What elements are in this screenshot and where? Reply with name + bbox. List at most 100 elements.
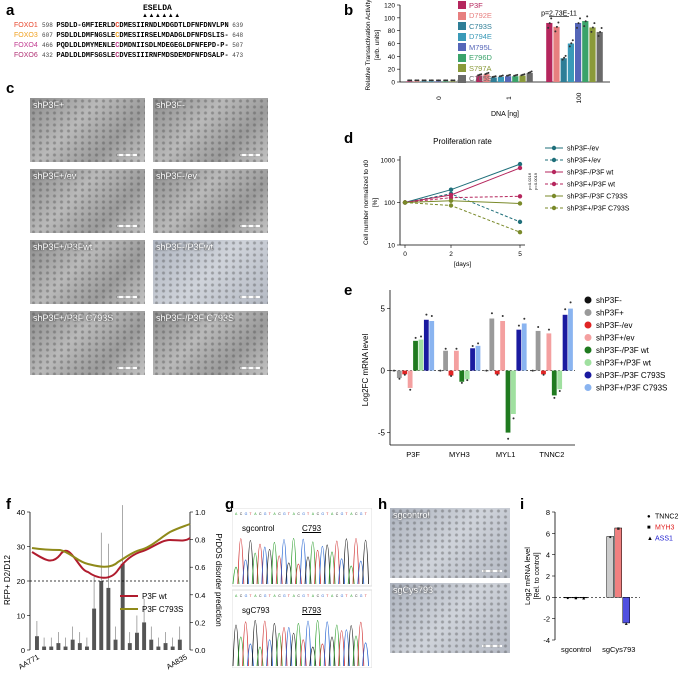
e-xtick-label: P3F bbox=[406, 450, 420, 459]
e-ytick-label: -5 bbox=[378, 429, 386, 438]
chromatogram-base: C bbox=[278, 594, 281, 598]
i-marker: ▲ bbox=[624, 621, 629, 627]
i-bar bbox=[614, 527, 622, 598]
d-legend-marker bbox=[551, 193, 557, 199]
e-legend-label: shP3F- bbox=[596, 296, 622, 305]
b-dot bbox=[516, 73, 519, 76]
f-ytick-label: 40 bbox=[17, 508, 25, 517]
e-legend-label: shP3F+/P3F C793S bbox=[596, 384, 667, 393]
chromatogram-base: G bbox=[321, 594, 324, 598]
e-bar bbox=[494, 370, 500, 375]
d-series-line bbox=[404, 202, 521, 233]
e-xtick-label: MYL1 bbox=[496, 450, 516, 459]
e-bar bbox=[448, 370, 454, 376]
b-dot bbox=[436, 79, 438, 82]
d-point bbox=[517, 219, 523, 225]
e-bar bbox=[464, 370, 470, 380]
panel-label-g: g bbox=[225, 496, 235, 513]
f-ylabel2: PrDOS disorder prediction bbox=[214, 533, 223, 626]
i-legend-marker: ▲ bbox=[647, 536, 653, 542]
d-ylabel2: [%] bbox=[372, 198, 379, 208]
chromatogram-base: G bbox=[321, 512, 324, 516]
b-legend-label: P3F bbox=[469, 0, 483, 10]
i-ytick-label: 0 bbox=[546, 593, 550, 602]
chromatogram-base: C bbox=[336, 512, 339, 516]
b-legend-label: M795L bbox=[469, 42, 492, 52]
chromatogram-base: C bbox=[297, 594, 300, 598]
e-legend-marker bbox=[584, 321, 592, 329]
b-dot bbox=[408, 79, 411, 82]
micrograph-6: shP3F-/P3Fwt bbox=[153, 240, 268, 304]
b-bar bbox=[582, 21, 589, 83]
b-ytick-label: 120 bbox=[384, 3, 395, 10]
e-dot bbox=[553, 396, 556, 399]
e-dot bbox=[425, 313, 428, 316]
i-bar bbox=[622, 597, 630, 624]
b-bar bbox=[526, 73, 533, 82]
b-bar bbox=[575, 22, 582, 82]
b-ytick-label: 100 bbox=[384, 15, 395, 22]
alignment-gene-name: FOXO3 bbox=[14, 32, 38, 39]
d-point bbox=[517, 161, 523, 167]
d-legend-marker bbox=[551, 181, 557, 187]
scale-bar bbox=[117, 154, 137, 156]
chromatogram-base: A bbox=[235, 594, 238, 598]
f-bar bbox=[63, 646, 68, 650]
e-dot bbox=[450, 375, 453, 378]
f-bar bbox=[56, 643, 61, 650]
chromatogram-base: T bbox=[365, 594, 368, 598]
d-point bbox=[517, 230, 523, 235]
b-legend-swatch bbox=[458, 43, 466, 52]
i-legend-label: ASS1 bbox=[655, 536, 673, 543]
g-top-label: sgcontrol bbox=[242, 524, 275, 533]
chromatogram-base: G bbox=[302, 594, 305, 598]
f-y2tick-label: 0.4 bbox=[195, 591, 205, 600]
alignment-row-foxo6: FOXO6 432 PADLDLDMFSGSLECDVESIIIRNFMDSDEM… bbox=[14, 52, 243, 60]
e-dot bbox=[569, 301, 572, 304]
f-xtick-label-start: AA771 bbox=[17, 652, 41, 671]
i-ylabel2: [Rel. to control] bbox=[534, 552, 541, 599]
b-dot bbox=[446, 79, 449, 82]
b-dot bbox=[590, 30, 593, 33]
i-bar bbox=[580, 597, 588, 599]
panel-label-h: h bbox=[378, 496, 388, 513]
f-y2tick-label: 0.0 bbox=[195, 646, 205, 655]
f-curve-wt bbox=[31, 537, 191, 579]
scale-bar bbox=[117, 225, 137, 227]
f-y2tick-label: 0.8 bbox=[195, 536, 205, 545]
b-dot bbox=[527, 71, 530, 74]
b-legend-item: E796D bbox=[458, 53, 492, 64]
chromatogram-base: C bbox=[297, 512, 300, 516]
micrograph-1: shP3F+ bbox=[30, 98, 145, 162]
chromatogram-base: T bbox=[326, 594, 329, 598]
b-bar bbox=[449, 81, 456, 82]
f-bar bbox=[106, 587, 111, 650]
panel-label-f: f bbox=[6, 496, 11, 513]
i-ytick-label: -4 bbox=[543, 636, 550, 645]
chromatogram-base: A bbox=[273, 594, 276, 598]
b-dot bbox=[487, 71, 490, 74]
e-xtick-label: TNNC2 bbox=[539, 450, 564, 459]
alignment-gene-name: FOXO6 bbox=[14, 52, 38, 59]
f-bar bbox=[156, 646, 161, 650]
chromatogram-base: T bbox=[249, 512, 252, 516]
e-legend-marker bbox=[584, 384, 592, 391]
e-ytick-label: 5 bbox=[381, 305, 386, 314]
chromatogram-peak bbox=[242, 621, 249, 667]
f-y2tick-label: 1.0 bbox=[195, 508, 205, 517]
d-point bbox=[517, 194, 523, 199]
b-dot bbox=[577, 22, 580, 25]
b-dot bbox=[498, 75, 501, 78]
b-dot bbox=[439, 79, 441, 82]
e-dot bbox=[471, 345, 474, 348]
b-dot bbox=[584, 20, 587, 23]
b-dot bbox=[550, 17, 553, 20]
e-bar bbox=[541, 370, 546, 375]
chromatogram-base: T bbox=[269, 512, 272, 516]
e-dot bbox=[414, 336, 417, 339]
f-y2tick-label: 0.2 bbox=[195, 618, 205, 627]
b-dot bbox=[513, 74, 516, 77]
alignment-sequence: PADLDLDMFSGSLECDVESIIIRNFMDSDEMDFNFDSALP… bbox=[56, 52, 229, 60]
b-dot bbox=[599, 30, 602, 33]
d-xlabel: [days] bbox=[454, 261, 472, 268]
